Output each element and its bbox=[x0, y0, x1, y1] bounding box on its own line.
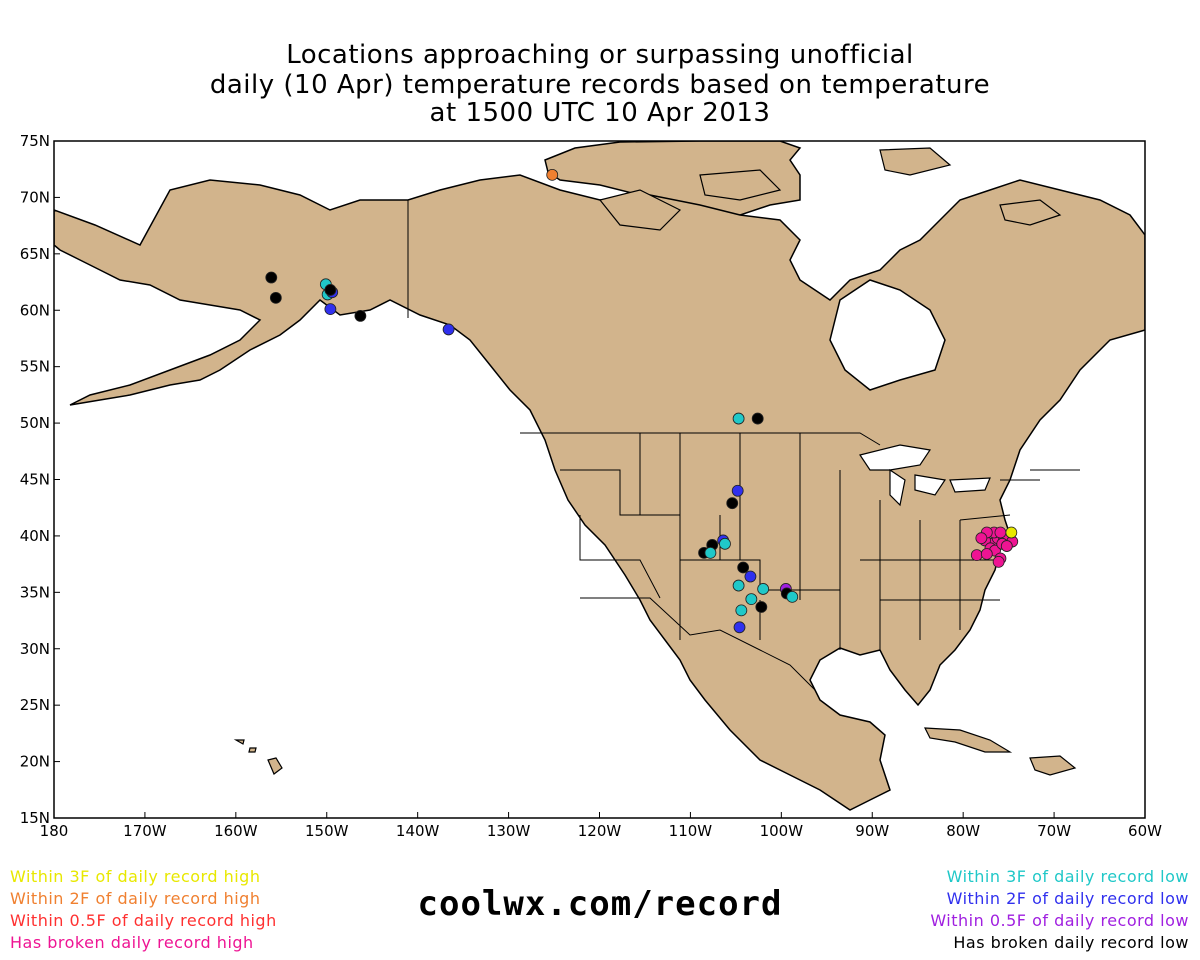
lat-tick-label: 45N bbox=[20, 471, 50, 489]
title-line-2: daily (10 Apr) temperature records based… bbox=[209, 70, 991, 100]
legend-broken-low: Has broken daily record low bbox=[953, 933, 1189, 952]
lat-tick-label: 55N bbox=[20, 358, 50, 376]
political-borders bbox=[407, 200, 1080, 691]
title-line-3: at 1500 UTC 10 Apr 2013 bbox=[429, 98, 771, 128]
legend-within05-high: Within 0.5F of daily record high bbox=[10, 911, 277, 930]
lon-tick-label: 140W bbox=[396, 822, 440, 840]
lat-tick-label: 60N bbox=[20, 301, 50, 319]
station-dot-within3-low bbox=[719, 537, 731, 550]
station-dot-within3-high bbox=[1005, 526, 1018, 539]
great-lakes bbox=[859, 444, 991, 507]
station-dot-within3-low bbox=[735, 604, 748, 617]
station-dot-broken-low bbox=[354, 309, 367, 322]
lat-tick-label: 75N bbox=[20, 132, 50, 150]
station-dot-broken-low bbox=[269, 291, 282, 304]
station-dot-within2-low bbox=[733, 621, 746, 634]
station-dot-within2-low bbox=[744, 570, 757, 583]
hudson-bay bbox=[829, 279, 946, 391]
station-dot-broken-low bbox=[265, 271, 278, 284]
lon-tick-label: 70W bbox=[1037, 822, 1071, 840]
cuba bbox=[924, 727, 1013, 753]
station-dot-broken-low bbox=[737, 561, 750, 574]
legend-broken-high: Has broken daily record high bbox=[10, 933, 254, 952]
lat-axis: 75N 70N 65N 60N 55N 50N 45N 40N 35N 30N 25N 20N 15N bbox=[20, 132, 60, 827]
lon-tick-label: 180 bbox=[40, 822, 69, 840]
lon-tick-label: 120W bbox=[578, 822, 622, 840]
station-dot-broken-high bbox=[975, 532, 988, 545]
station-dot-broken-low bbox=[755, 601, 768, 613]
arctic-islands bbox=[598, 147, 1062, 231]
title-line-1: Locations approaching or surpassing unof… bbox=[286, 40, 914, 70]
station-dot-within3-low bbox=[732, 579, 745, 592]
hawaii bbox=[233, 739, 283, 775]
station-dot-within3-low bbox=[732, 412, 745, 425]
station-dot-within3-low bbox=[757, 583, 770, 595]
lat-tick-label: 35N bbox=[20, 583, 50, 601]
lat-tick-label: 70N bbox=[20, 188, 50, 206]
lat-tick-label: 50N bbox=[20, 414, 50, 432]
lon-tick-label: 100W bbox=[760, 822, 804, 840]
station-dot-within3-low bbox=[745, 593, 758, 606]
station-dot-within3-low bbox=[704, 546, 717, 559]
lon-axis: 180 170W 160W 150W 140W 130W 120W 110W 100W 90W 80… bbox=[40, 812, 1162, 840]
lon-tick-label: 60W bbox=[1128, 822, 1162, 840]
station-dot-within2-low bbox=[324, 303, 337, 316]
legend-within3-low: Within 3F of daily record low bbox=[946, 867, 1189, 886]
station-dot-within2-low bbox=[731, 484, 744, 497]
lon-tick-label: 80W bbox=[946, 822, 980, 840]
lon-tick-label: 110W bbox=[669, 822, 713, 840]
station-dot-broken-high bbox=[992, 555, 1005, 568]
station-dot-within2-low bbox=[442, 323, 455, 336]
legend-within05-low: Within 0.5F of daily record low bbox=[930, 911, 1189, 930]
legend-within3-high: Within 3F of daily record high bbox=[10, 867, 261, 886]
station-dot-broken-high bbox=[980, 548, 993, 560]
lon-tick-label: 170W bbox=[123, 822, 167, 840]
station-dot-broken-high bbox=[994, 526, 1007, 539]
legend-high: Within 3F of daily record high Within 2F… bbox=[10, 866, 277, 954]
station-dot-within2-high bbox=[546, 168, 559, 181]
lat-tick-label: 30N bbox=[20, 640, 50, 658]
lon-tick-label: 160W bbox=[214, 822, 258, 840]
legend-within2-low: Within 2F of daily record low bbox=[946, 889, 1189, 908]
station-dot-broken-low bbox=[751, 412, 764, 425]
station-dot-within3-low bbox=[786, 590, 799, 603]
legend-low: Within 3F of daily record low Within 2F … bbox=[930, 866, 1189, 954]
lat-tick-label: 20N bbox=[20, 753, 50, 771]
station-dot-broken-high bbox=[1000, 540, 1013, 552]
stations bbox=[265, 168, 1019, 634]
landmass bbox=[54, 141, 1145, 811]
lat-tick-label: 65N bbox=[20, 245, 50, 263]
lon-tick-label: 150W bbox=[305, 822, 349, 840]
station-dot-broken-high bbox=[970, 549, 983, 561]
map: 75N70N65N60N55N50N45N40N35N30N25N20N15N … bbox=[20, 132, 1162, 840]
legend-within2-high: Within 2F of daily record high bbox=[10, 889, 261, 908]
lat-tick-label: 40N bbox=[20, 527, 50, 545]
lat-tick-label: 15N bbox=[20, 809, 50, 827]
site-url: coolwx.com/record bbox=[417, 884, 783, 924]
station-dot-broken-low bbox=[324, 284, 337, 296]
hispaniola bbox=[1029, 755, 1077, 776]
lon-tick-label: 130W bbox=[487, 822, 531, 840]
station-dot-broken-low bbox=[726, 497, 739, 510]
lon-tick-label: 90W bbox=[855, 822, 889, 840]
lat-tick-label: 25N bbox=[20, 696, 50, 714]
